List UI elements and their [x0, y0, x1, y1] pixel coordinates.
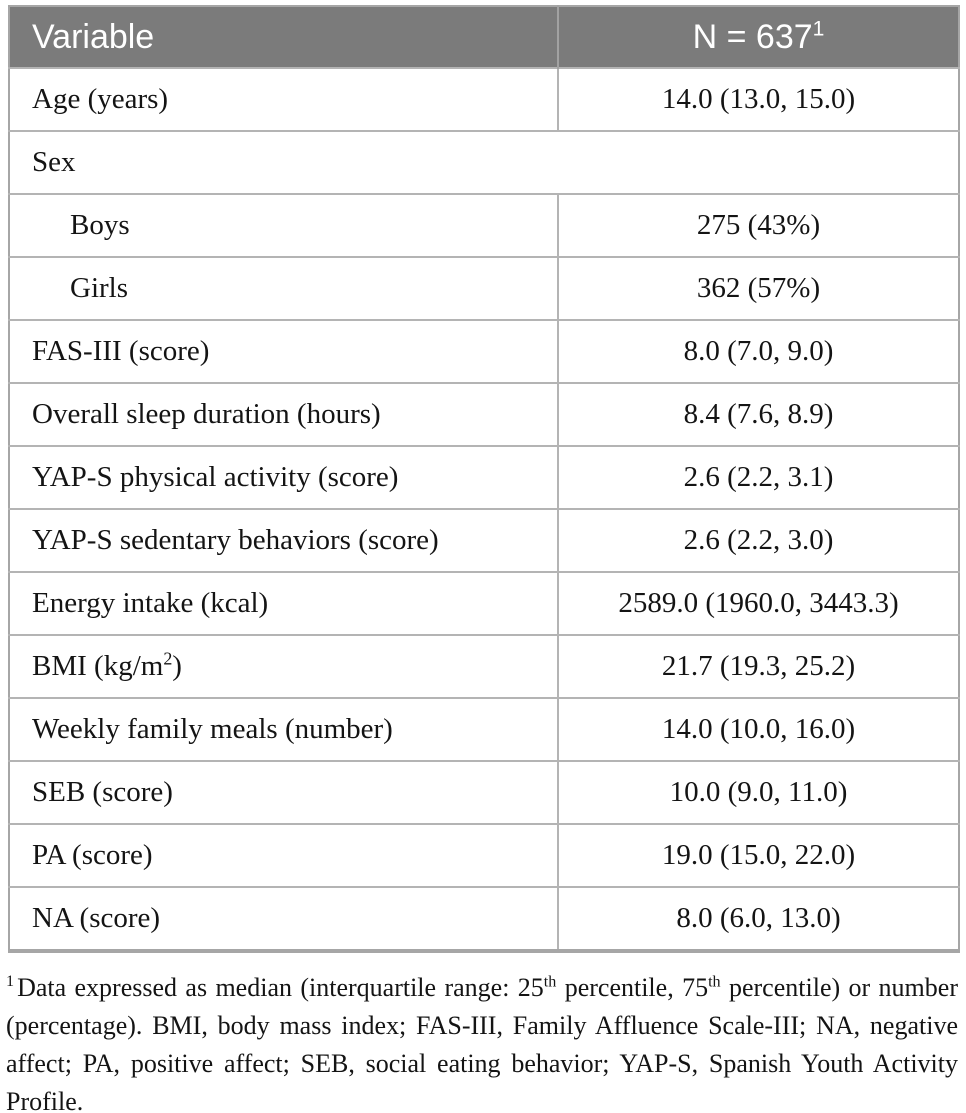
table-row-weekly-family-meals: Weekly family meals (number) 14.0 (10.0,…: [9, 697, 959, 761]
row-value: 10.0 (9.0, 11.0): [557, 760, 959, 824]
row-label: FAS-III (score): [9, 319, 558, 383]
table-row-yaps-physical-activity: YAP-S physical activity (score) 2.6 (2.2…: [9, 445, 959, 509]
table-row-fas-iii: FAS-III (score) 8.0 (7.0, 9.0): [9, 319, 959, 383]
table-row-sleep-duration: Overall sleep duration (hours) 8.4 (7.6,…: [9, 382, 959, 446]
table-row-energy-intake: Energy intake (kcal) 2589.0 (1960.0, 344…: [9, 571, 959, 635]
row-value: 19.0 (15.0, 22.0): [557, 823, 959, 887]
table-row-boys: Boys 275 (43%): [9, 193, 959, 257]
row-label: Girls: [9, 256, 558, 320]
table-footnote: 1 Data expressed as median (interquartile…: [6, 969, 958, 1113]
footnote-marker-superscript: 1: [812, 17, 825, 41]
row-label: NA (score): [9, 886, 558, 951]
ordinal-superscript: th: [543, 973, 557, 991]
row-value: 2.6 (2.2, 3.0): [557, 508, 959, 572]
row-value: 21.7 (19.3, 25.2): [557, 634, 959, 698]
row-label: SEB (score): [9, 760, 558, 824]
table-row-na: NA (score) 8.0 (6.0, 13.0): [9, 886, 959, 951]
row-label: Boys: [9, 193, 558, 257]
row-value: 275 (43%): [557, 193, 959, 257]
row-value: 362 (57%): [557, 256, 959, 320]
row-label: PA (score): [9, 823, 558, 887]
row-label: YAP-S physical activity (score): [9, 445, 558, 509]
squared-superscript: 2: [163, 648, 173, 669]
table-row-girls: Girls 362 (57%): [9, 256, 959, 320]
row-label: Overall sleep duration (hours): [9, 382, 558, 446]
row-label: Energy intake (kcal): [9, 571, 558, 635]
n-label: N = 637: [692, 17, 813, 56]
row-label: Weekly family meals (number): [9, 697, 558, 761]
footnote-text: Data expressed as median (interquartile …: [17, 973, 544, 1002]
footnote-marker-superscript: 1: [6, 973, 15, 991]
row-label: Age (years): [9, 67, 558, 131]
row-label-text: BMI (kg/m: [32, 650, 164, 682]
table-row-seb: SEB (score) 10.0 (9.0, 11.0): [9, 760, 959, 824]
ordinal-superscript: th: [708, 973, 721, 991]
footnote-text: percentile) or number (percentage). BMI,…: [6, 973, 958, 1113]
footnote-text: percentile, 75: [556, 973, 709, 1002]
table-row-age: Age (years) 14.0 (13.0, 15.0): [9, 67, 959, 131]
row-value: 14.0 (13.0, 15.0): [557, 67, 959, 131]
row-value: 8.4 (7.6, 8.9): [557, 382, 959, 446]
row-label: Sex: [9, 130, 959, 194]
table-header-row: Variable N = 6371: [9, 6, 959, 68]
row-label: BMI (kg/m2): [9, 634, 558, 698]
row-value: 14.0 (10.0, 16.0): [557, 697, 959, 761]
row-label: YAP-S sedentary behaviors (score): [9, 508, 558, 572]
table-row-sex-group: Sex: [9, 130, 959, 194]
row-value: 8.0 (7.0, 9.0): [557, 319, 959, 383]
row-value: 2589.0 (1960.0, 3443.3): [557, 571, 959, 635]
descriptive-statistics-table: Variable N = 6371 Age (years) 14.0 (13.0…: [8, 5, 960, 953]
table-row-yaps-sedentary-behaviors: YAP-S sedentary behaviors (score) 2.6 (2…: [9, 508, 959, 572]
table-row-pa: PA (score) 19.0 (15.0, 22.0): [9, 823, 959, 887]
column-header-variable: Variable: [9, 6, 558, 68]
row-value: 2.6 (2.2, 3.1): [557, 445, 959, 509]
row-label-text: ): [172, 650, 182, 682]
row-value: 8.0 (6.0, 13.0): [557, 886, 959, 951]
table-row-bmi: BMI (kg/m2) 21.7 (19.3, 25.2): [9, 634, 959, 698]
column-header-n: N = 6371: [557, 6, 959, 68]
